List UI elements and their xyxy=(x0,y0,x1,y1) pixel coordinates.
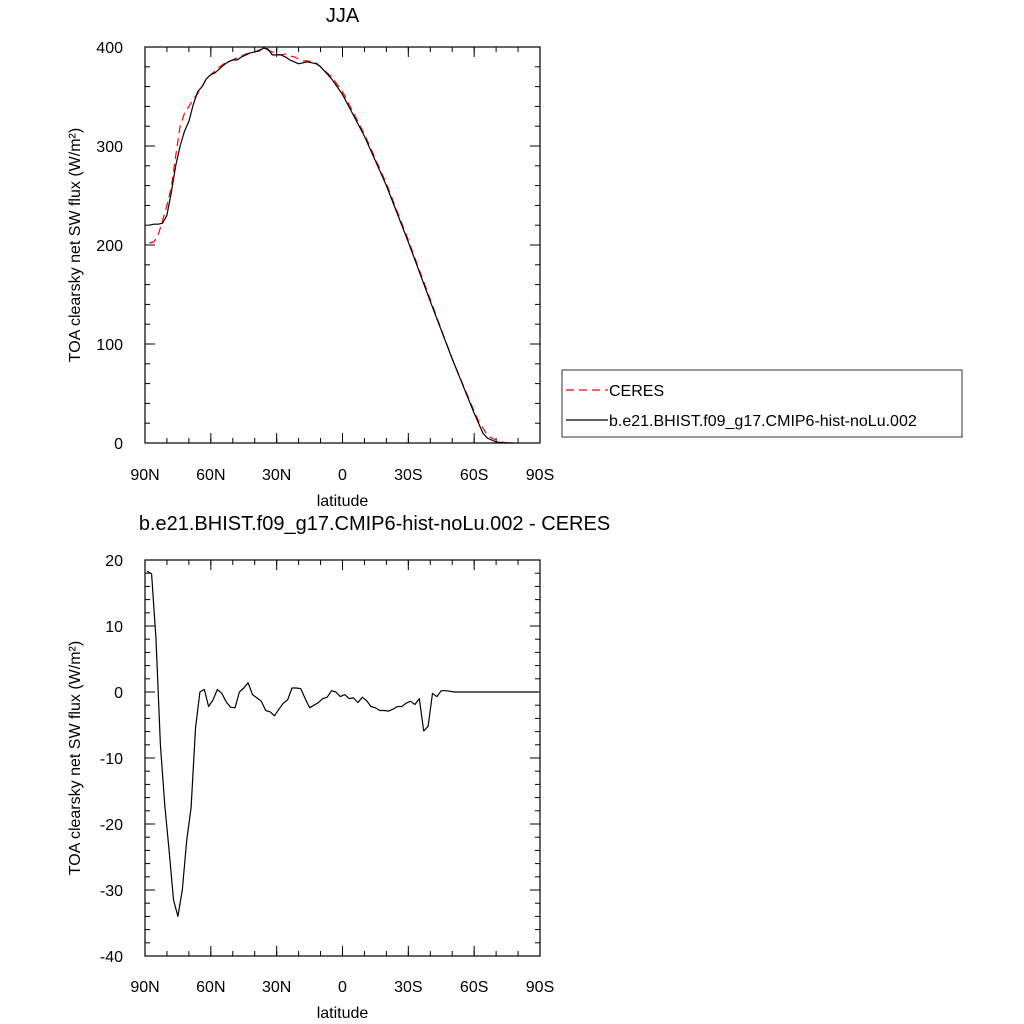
plot-frame xyxy=(144,559,541,957)
legend-entry: b.e21.BHIST.f09_g17.CMIP6-hist-noLu.002 xyxy=(609,413,917,430)
y-tick-label: -30 xyxy=(100,883,123,900)
y-tick-label: 0 xyxy=(114,436,123,453)
y-tick-label: 200 xyxy=(96,238,123,255)
series-line-model xyxy=(146,570,538,918)
chart-title: JJA xyxy=(326,5,360,27)
x-tick-label: 30S xyxy=(394,979,422,996)
x-tick-label: 30S xyxy=(394,467,422,484)
top-panel: JJA 0 100 200 300 400 90N 60N 30N 0 30S 60S 90S latit… xyxy=(67,5,963,510)
legend: CERES b.e21.BHIST.f09_g17.CMIP6-hist-noLu… xyxy=(561,369,963,438)
legend-box xyxy=(561,369,963,438)
y-axis-label: TOA clearsky net SW flux (W/m²) xyxy=(67,641,84,875)
y-tick-label: -10 xyxy=(100,751,123,768)
legend-entry: CERES xyxy=(609,383,664,400)
x-tick-label: 60S xyxy=(460,467,488,484)
y-tick-label: 100 xyxy=(96,337,123,354)
x-tick-label: 0 xyxy=(338,979,347,996)
x-axis-label: latitude xyxy=(317,1005,369,1022)
y-tick-label: 10 xyxy=(105,619,123,636)
y-tick-label: -20 xyxy=(100,817,123,834)
x-tick-label: 90S xyxy=(526,467,554,484)
x-tick-label: 90N xyxy=(130,467,159,484)
y-tick-label: 300 xyxy=(96,139,123,156)
x-tick-label: 0 xyxy=(338,467,347,484)
x-tick-label: 90S xyxy=(526,979,554,996)
x-tick-label: 60N xyxy=(196,979,225,996)
y-tick-label: -40 xyxy=(100,949,123,966)
x-tick-label: 60N xyxy=(196,467,225,484)
bottom-panel: b.e21.BHIST.f09_g17.CMIP6-hist-noLu.002 … xyxy=(67,513,610,1022)
chart-title: b.e21.BHIST.f09_g17.CMIP6-hist-noLu.002 … xyxy=(139,513,610,535)
plot-frame xyxy=(144,46,541,444)
y-tick-label: 0 xyxy=(114,685,123,702)
y-axis-label: TOA clearsky net SW flux (W/m²) xyxy=(67,128,84,362)
series-line-ceres xyxy=(149,48,514,444)
y-tick-label: 400 xyxy=(96,40,123,57)
x-tick-label: 90N xyxy=(130,979,159,996)
x-tick-label: 30N xyxy=(262,467,291,484)
x-tick-label: 60S xyxy=(460,979,488,996)
x-axis-label: latitude xyxy=(317,493,369,510)
y-tick-label: 20 xyxy=(105,553,123,570)
series-line-model xyxy=(149,47,514,444)
x-tick-label: 30N xyxy=(262,979,291,996)
